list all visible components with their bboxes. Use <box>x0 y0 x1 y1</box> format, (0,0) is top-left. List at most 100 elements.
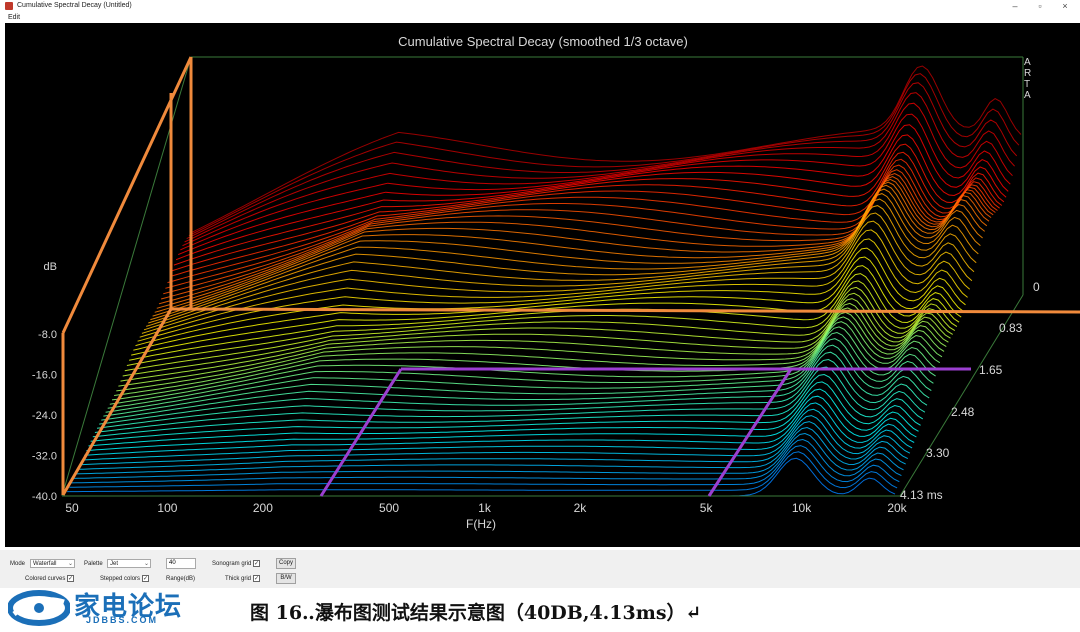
z-tick-1: 0.83 <box>999 321 1023 335</box>
decay-slice-30 <box>126 280 958 366</box>
colored-curves-label: Colored curves <box>25 576 66 582</box>
decay-slice-13 <box>163 172 994 295</box>
stepped-colors-label: Stepped colors <box>100 576 141 582</box>
decay-slice-16 <box>156 181 988 309</box>
x-tick-6: 5k <box>700 501 714 515</box>
z-tick-4: 3.30 <box>926 446 950 460</box>
y-tick-2: -24.0 <box>32 410 57 422</box>
waterfall-svg: Cumulative Spectral Decay (smoothed 1/3 … <box>32 34 1080 531</box>
decay-slice-14 <box>160 176 992 300</box>
decay-slice-50 <box>84 402 915 456</box>
sonogram-grid-label: Sonogram grid <box>212 561 252 567</box>
decay-slice-26 <box>135 247 966 347</box>
thick-grid-checkbox[interactable]: ✓ <box>253 575 260 582</box>
app-icon <box>5 2 13 10</box>
decay-slice-48 <box>88 388 919 447</box>
decay-slice-56 <box>71 438 902 484</box>
decay-slice-19 <box>150 193 981 321</box>
purple-marker <box>319 367 971 497</box>
x-axis-label: F(Hz) <box>466 517 496 531</box>
orange-marker <box>61 56 1080 496</box>
menu-edit[interactable]: Edit <box>8 14 21 21</box>
decay-slice-20 <box>148 198 979 324</box>
copy-button[interactable]: Copy <box>276 558 296 569</box>
waterfall-plot: Cumulative Spectral Decay (smoothed 1/3 … <box>5 23 1080 547</box>
range-spinner[interactable]: 40 <box>166 558 196 569</box>
decay-slice-44 <box>96 358 928 429</box>
decay-slice-40 <box>105 331 936 413</box>
decay-slice-41 <box>103 338 934 417</box>
x-tick-5: 2k <box>574 501 588 515</box>
y-tick-3: -32.0 <box>32 451 57 463</box>
orange-marker-horizontal <box>170 307 1080 314</box>
x-tick-0: 50 <box>65 501 79 515</box>
decay-slice-10 <box>169 158 1000 278</box>
chevron-down-icon: ⌄ <box>67 561 73 567</box>
decay-slice-39 <box>107 326 938 409</box>
decay-slice-5 <box>180 113 1011 251</box>
figure-caption: 图 16‥瀑布图测试结果示意图（40DB,4.13ms）↵ <box>250 602 702 624</box>
mode-select[interactable]: Waterfall ⌄ <box>30 559 75 568</box>
decay-slice-49 <box>86 395 917 452</box>
chevron-down-icon: ⌄ <box>143 561 149 567</box>
mode-label: Mode <box>10 561 26 567</box>
z-tick-5: 4.13 ms <box>900 488 943 502</box>
decay-slice-32 <box>122 292 953 377</box>
orange-marker-lower-diagonal <box>61 308 173 496</box>
logo-swirl-icon <box>8 590 70 626</box>
decay-slice-0 <box>190 65 1022 234</box>
decay-slice-18 <box>152 188 983 317</box>
decay-slice-45 <box>94 366 926 433</box>
x-tick-7: 10k <box>792 501 812 515</box>
range-label: Range(dB) <box>166 576 196 582</box>
purple-marker-left-diagonal <box>319 368 403 497</box>
decay-slice-25 <box>137 238 968 342</box>
title-bar: Cumulative Spectral Decay (Untitled) – ▫… <box>0 0 1080 12</box>
thick-grid-label: Thick grid <box>225 576 252 582</box>
decay-slice-52 <box>79 415 911 466</box>
colored-curves-checkbox[interactable]: ✓ <box>67 575 74 582</box>
logo-english: JDBBS.COM <box>86 615 159 625</box>
sonogram-grid-checkbox[interactable]: ✓ <box>253 560 260 567</box>
minimize-button[interactable]: – <box>1012 1 1018 11</box>
maximize-button[interactable]: ▫ <box>1038 1 1042 11</box>
decay-slice-1 <box>188 73 1020 237</box>
palette-select[interactable]: Jet ⌄ <box>107 559 151 568</box>
plot-frame <box>61 56 1024 497</box>
x-tick-1: 100 <box>157 501 177 515</box>
decay-slice-11 <box>167 164 998 284</box>
decay-slice-6 <box>178 124 1009 256</box>
bw-button[interactable]: B/W <box>276 573 296 584</box>
y-tick-1: -16.0 <box>32 370 57 382</box>
x-ticks: 50 100 200 500 1k 2k 5k 10k 20k <box>65 501 907 515</box>
close-button[interactable]: × <box>1062 1 1068 11</box>
z-tick-3: 2.48 <box>951 405 975 419</box>
control-panel: Mode Waterfall ⌄ Palette Jet ⌄ 40 Sonogram… <box>0 550 1080 588</box>
mode-select-value: Waterfall <box>33 561 57 567</box>
decay-slice-4 <box>182 102 1013 247</box>
menu-bar: Edit <box>0 12 1080 23</box>
range-value: 40 <box>169 560 176 566</box>
decay-slice-3 <box>184 92 1015 243</box>
decay-slice-29 <box>129 273 960 361</box>
decay-slice-58 <box>67 451 898 493</box>
decay-slice-38 <box>109 321 941 405</box>
purple-marker-right-diagonal <box>707 368 793 497</box>
stepped-colors-checkbox[interactable]: ✓ <box>142 575 149 582</box>
chart-title: Cumulative Spectral Decay (smoothed 1/3 … <box>398 34 688 49</box>
decay-slice-15 <box>158 178 990 305</box>
decay-slice-2 <box>186 82 1018 240</box>
decay-slice-47 <box>90 381 921 442</box>
decay-slice-31 <box>124 286 956 372</box>
window-title: Cumulative Spectral Decay (Untitled) <box>17 2 132 9</box>
decay-slice-36 <box>114 311 945 396</box>
waterfall-curves <box>65 65 1022 497</box>
decay-slice-21 <box>146 205 977 327</box>
decay-slice-43 <box>99 351 930 425</box>
decay-slice-27 <box>133 256 964 351</box>
decay-slice-9 <box>171 151 1003 272</box>
z-tick-0: 0 <box>1033 280 1040 294</box>
x-tick-8: 20k <box>887 501 907 515</box>
decay-slice-51 <box>82 408 913 461</box>
